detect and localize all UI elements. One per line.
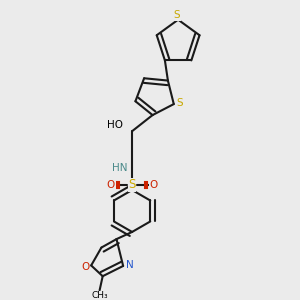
Text: S: S bbox=[173, 10, 180, 20]
Text: S: S bbox=[128, 178, 136, 191]
Text: S: S bbox=[177, 98, 184, 108]
Text: O: O bbox=[81, 262, 90, 272]
Text: HO: HO bbox=[107, 120, 124, 130]
Text: O: O bbox=[107, 180, 115, 190]
Text: CH₃: CH₃ bbox=[91, 291, 108, 300]
Text: O: O bbox=[149, 180, 158, 190]
Text: HN: HN bbox=[112, 163, 128, 172]
Text: N: N bbox=[126, 260, 134, 270]
